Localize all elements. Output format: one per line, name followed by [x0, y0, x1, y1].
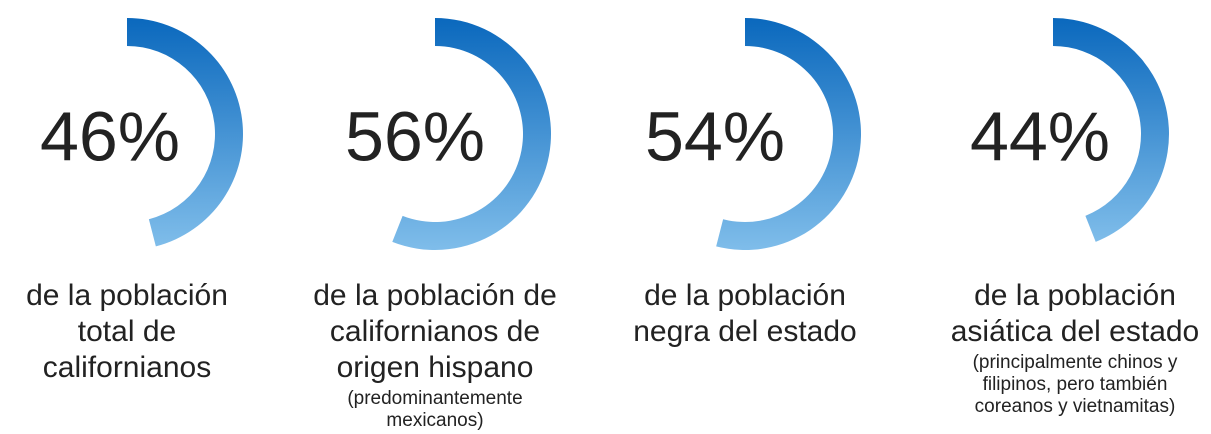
caption-text: de la población total de californianos — [26, 279, 228, 384]
arc — [127, 18, 244, 247]
arc — [392, 18, 551, 250]
value-label: 44% — [970, 97, 1110, 175]
arc — [1053, 18, 1169, 242]
caption-note: (predominantemente mexicanos) — [347, 388, 523, 431]
value-label: 54% — [645, 97, 785, 175]
value-label: 56% — [345, 97, 485, 175]
caption: de la población total de californianos — [2, 278, 252, 386]
arc — [716, 18, 861, 250]
value-label: 46% — [40, 97, 180, 175]
caption: de la población negra del estado — [615, 278, 875, 350]
caption: de la población asiática del estado (prin… — [930, 278, 1211, 418]
caption-text: de la población negra del estado — [633, 279, 857, 348]
caption-text: de la población asiática del estado — [950, 279, 1200, 348]
caption-note: (principalmente chinos y filipinos, pero… — [972, 352, 1178, 417]
caption-text: de la población de californianos de orig… — [313, 279, 557, 384]
caption: de la población de californianos de orig… — [285, 278, 585, 432]
